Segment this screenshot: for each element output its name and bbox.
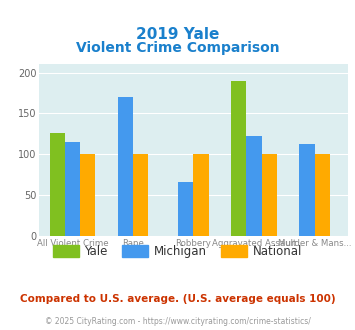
Bar bbox=[246, 136, 262, 236]
Text: © 2025 CityRating.com - https://www.cityrating.com/crime-statistics/: © 2025 CityRating.com - https://www.city… bbox=[45, 317, 310, 326]
Legend: Yale, Michigan, National: Yale, Michigan, National bbox=[48, 241, 307, 263]
Bar bbox=[133, 154, 148, 236]
Bar bbox=[315, 154, 330, 236]
Bar bbox=[300, 145, 315, 236]
Bar bbox=[193, 154, 209, 236]
Bar bbox=[65, 142, 80, 236]
Bar bbox=[50, 133, 65, 236]
Bar bbox=[231, 81, 246, 236]
Bar bbox=[262, 154, 277, 236]
Text: 2019 Yale: 2019 Yale bbox=[136, 27, 219, 42]
Bar bbox=[118, 97, 133, 236]
Bar bbox=[80, 154, 95, 236]
Text: Violent Crime Comparison: Violent Crime Comparison bbox=[76, 41, 279, 55]
Bar bbox=[178, 182, 193, 236]
Text: Compared to U.S. average. (U.S. average equals 100): Compared to U.S. average. (U.S. average … bbox=[20, 294, 335, 304]
